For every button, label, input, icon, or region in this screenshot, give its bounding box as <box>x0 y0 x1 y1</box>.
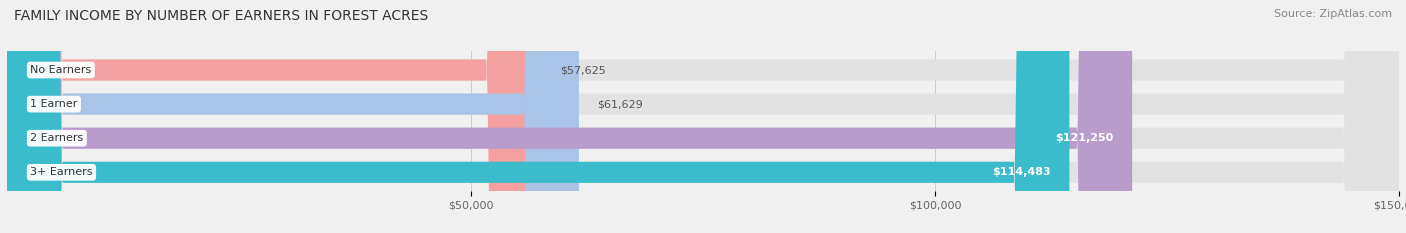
FancyBboxPatch shape <box>7 0 1070 233</box>
Text: 1 Earner: 1 Earner <box>31 99 77 109</box>
Text: FAMILY INCOME BY NUMBER OF EARNERS IN FOREST ACRES: FAMILY INCOME BY NUMBER OF EARNERS IN FO… <box>14 9 429 23</box>
FancyBboxPatch shape <box>7 0 1399 233</box>
Text: 3+ Earners: 3+ Earners <box>31 167 93 177</box>
Text: 2 Earners: 2 Earners <box>31 133 83 143</box>
Text: $57,625: $57,625 <box>561 65 606 75</box>
FancyBboxPatch shape <box>7 0 541 233</box>
Text: $121,250: $121,250 <box>1056 133 1114 143</box>
FancyBboxPatch shape <box>7 0 1399 233</box>
FancyBboxPatch shape <box>7 0 579 233</box>
FancyBboxPatch shape <box>7 0 1132 233</box>
Text: Source: ZipAtlas.com: Source: ZipAtlas.com <box>1274 9 1392 19</box>
FancyBboxPatch shape <box>7 0 1399 233</box>
FancyBboxPatch shape <box>7 0 1399 233</box>
Text: No Earners: No Earners <box>31 65 91 75</box>
Text: $61,629: $61,629 <box>598 99 643 109</box>
Text: $114,483: $114,483 <box>993 167 1050 177</box>
